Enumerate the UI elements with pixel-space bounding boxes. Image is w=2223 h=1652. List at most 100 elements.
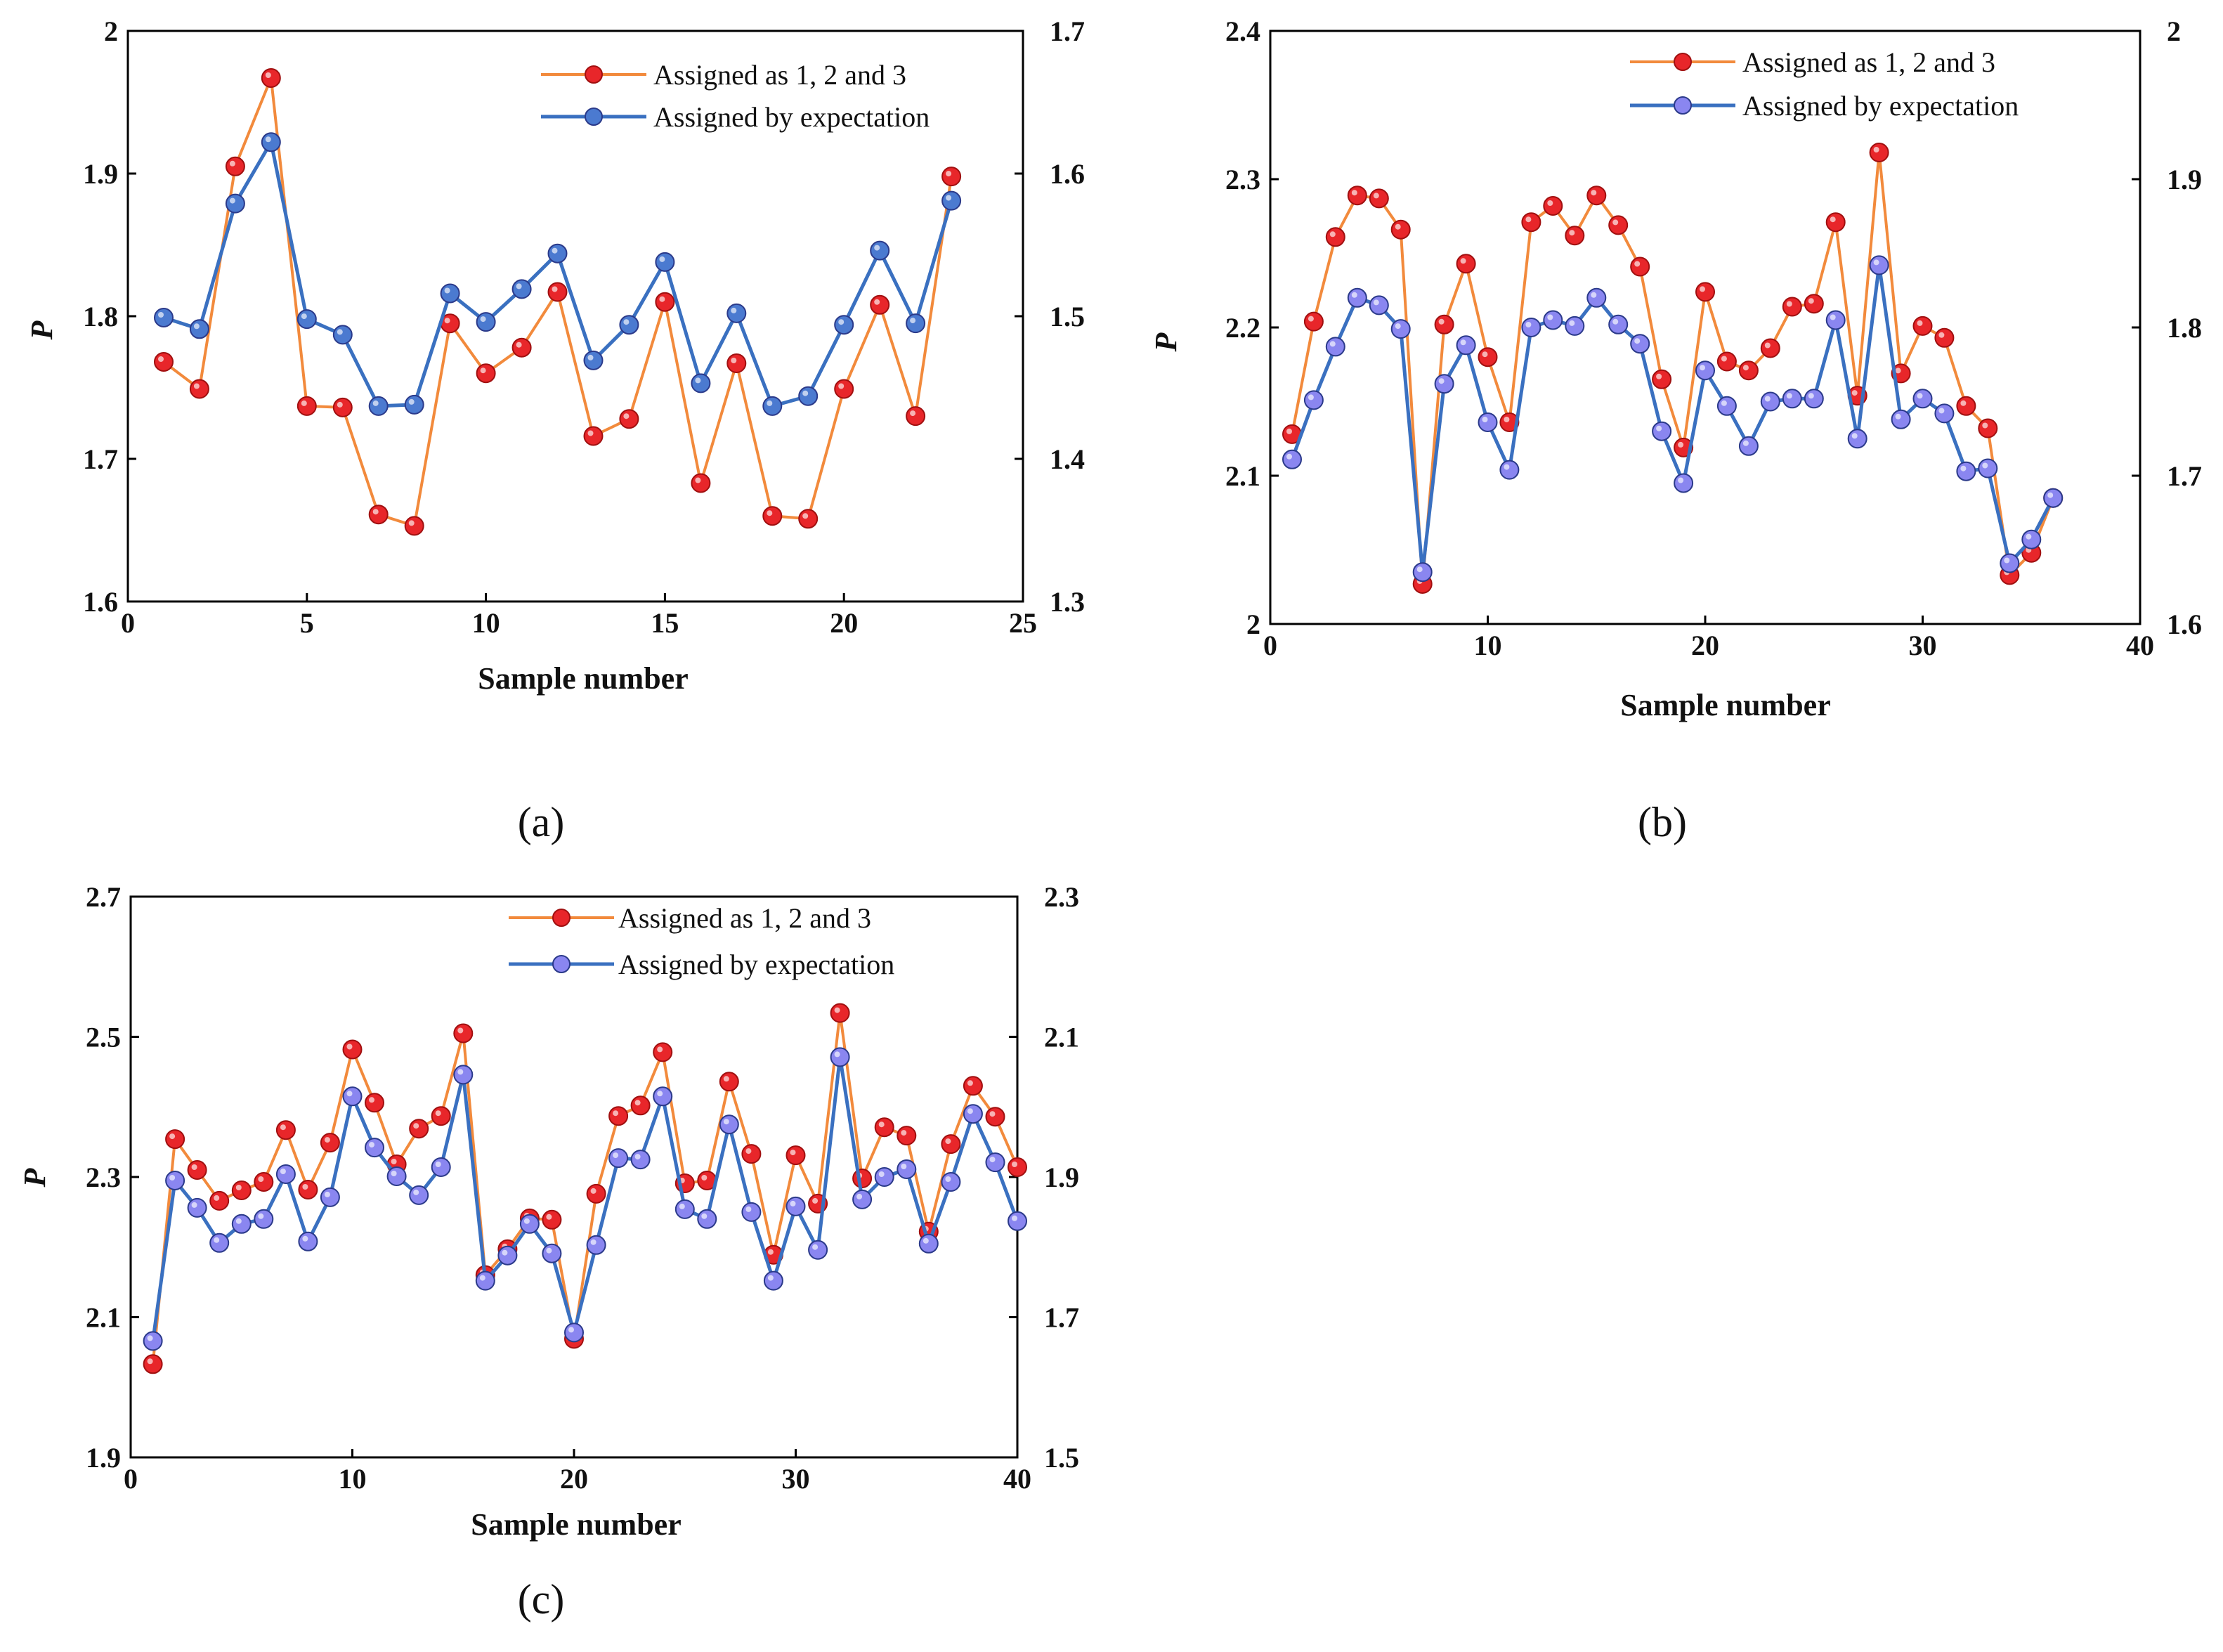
y2-tick-label: 1.7: [2167, 460, 2202, 492]
data-point: [1008, 1211, 1027, 1231]
data-point: [453, 1065, 474, 1085]
point-highlight: [229, 160, 235, 167]
data-point: [1869, 255, 1889, 275]
point-highlight: [834, 1051, 840, 1058]
point-highlight: [1656, 425, 1662, 431]
data-point: [630, 1095, 651, 1116]
point-highlight: [767, 400, 773, 406]
data-point: [1303, 390, 1324, 410]
data-point: [985, 1107, 1005, 1127]
data-point: [404, 516, 424, 536]
point-highlight: [1830, 314, 1836, 320]
data-point: [726, 303, 747, 323]
point-highlight: [408, 520, 415, 526]
point-highlight: [1764, 396, 1771, 402]
y-tick-label: 1.9: [83, 158, 118, 190]
point-highlight: [265, 72, 271, 78]
point-highlight: [1721, 356, 1727, 362]
point-highlight: [945, 1176, 951, 1182]
data-point: [1456, 335, 1476, 356]
data-point: [1543, 310, 1563, 330]
point-highlight: [695, 477, 701, 483]
point-highlight: [701, 1175, 708, 1181]
point-highlight: [444, 318, 450, 324]
point-highlight: [1504, 417, 1510, 422]
point-highlight: [2047, 492, 2054, 498]
point-highlight: [1482, 351, 1488, 358]
point-highlight: [1982, 422, 1988, 429]
x-tick-label: 20: [1691, 630, 1719, 661]
data-point: [785, 1196, 806, 1216]
series-line: [1291, 151, 2055, 585]
point-highlight: [945, 1138, 951, 1145]
data-point: [1934, 403, 1955, 424]
point-highlight: [946, 195, 952, 201]
data-point: [332, 325, 353, 345]
x-tick-label: 5: [300, 607, 314, 639]
x-axis-title: Sample number: [478, 661, 688, 696]
point-highlight: [623, 319, 630, 325]
data-point: [209, 1190, 230, 1211]
legend-marker: [585, 108, 603, 126]
data-point: [608, 1148, 629, 1169]
data-point: [275, 1164, 296, 1184]
data-point: [1847, 429, 1867, 449]
x-tick-label: 0: [124, 1463, 138, 1495]
point-highlight: [1917, 393, 1923, 399]
y2-tick-label: 1.7: [1050, 15, 1085, 47]
legend-marker: [585, 65, 603, 84]
point-highlight: [874, 299, 880, 305]
point-highlight: [214, 1237, 220, 1243]
point-highlight: [1938, 332, 1945, 338]
y2-tick-label: 2: [2167, 15, 2181, 47]
point-highlight: [158, 356, 164, 362]
data-point: [1325, 227, 1345, 247]
point-highlight: [1678, 477, 1684, 483]
data-point: [674, 1199, 695, 1219]
data-point: [440, 283, 460, 304]
data-point: [1782, 389, 1802, 409]
point-highlight: [502, 1249, 508, 1256]
point-highlight: [480, 316, 486, 323]
data-point: [1521, 212, 1541, 233]
legend-label: Assigned by expectation: [653, 101, 930, 133]
chart-panel-b: 0 10 20 30 40 2 2.1 2.2 2.3 2.4 1.6 1.7 1.8 1.9 2 Sampl…: [1149, 15, 2202, 845]
data-point: [1912, 316, 1933, 336]
data-point: [608, 1106, 629, 1126]
point-highlight: [1460, 258, 1466, 264]
data-point: [870, 240, 890, 261]
data-point: [852, 1169, 873, 1188]
y-tick-label: 1.9: [86, 1442, 121, 1474]
data-point: [762, 396, 783, 416]
data-point: [342, 1086, 363, 1107]
point-highlight: [1329, 341, 1336, 347]
point-highlight: [552, 286, 558, 292]
data-point: [1369, 188, 1389, 209]
point-highlight: [444, 287, 450, 294]
series-assigned-123: [1282, 143, 2064, 594]
point-highlight: [613, 1110, 619, 1117]
data-point: [1478, 347, 1498, 368]
point-highlight: [701, 1213, 708, 1219]
point-highlight: [745, 1206, 752, 1212]
data-point: [697, 1209, 717, 1229]
data-point: [691, 373, 711, 394]
data-point: [1499, 460, 1520, 480]
point-highlight: [1721, 400, 1727, 406]
data-point: [1586, 287, 1607, 308]
legend-label: Assigned by expectation: [618, 949, 894, 980]
data-point: [225, 193, 245, 214]
data-point: [225, 156, 245, 176]
point-highlight: [480, 368, 486, 374]
data-point: [409, 1119, 429, 1139]
point-highlight: [695, 377, 701, 384]
point-highlight: [910, 410, 916, 417]
data-point: [1760, 391, 1780, 412]
y2-tick-label: 1.5: [1050, 301, 1085, 332]
data-point: [1521, 318, 1541, 337]
point-highlight: [1895, 368, 1901, 374]
x-tick-label: 25: [1009, 607, 1037, 639]
point-highlight: [1460, 339, 1466, 346]
